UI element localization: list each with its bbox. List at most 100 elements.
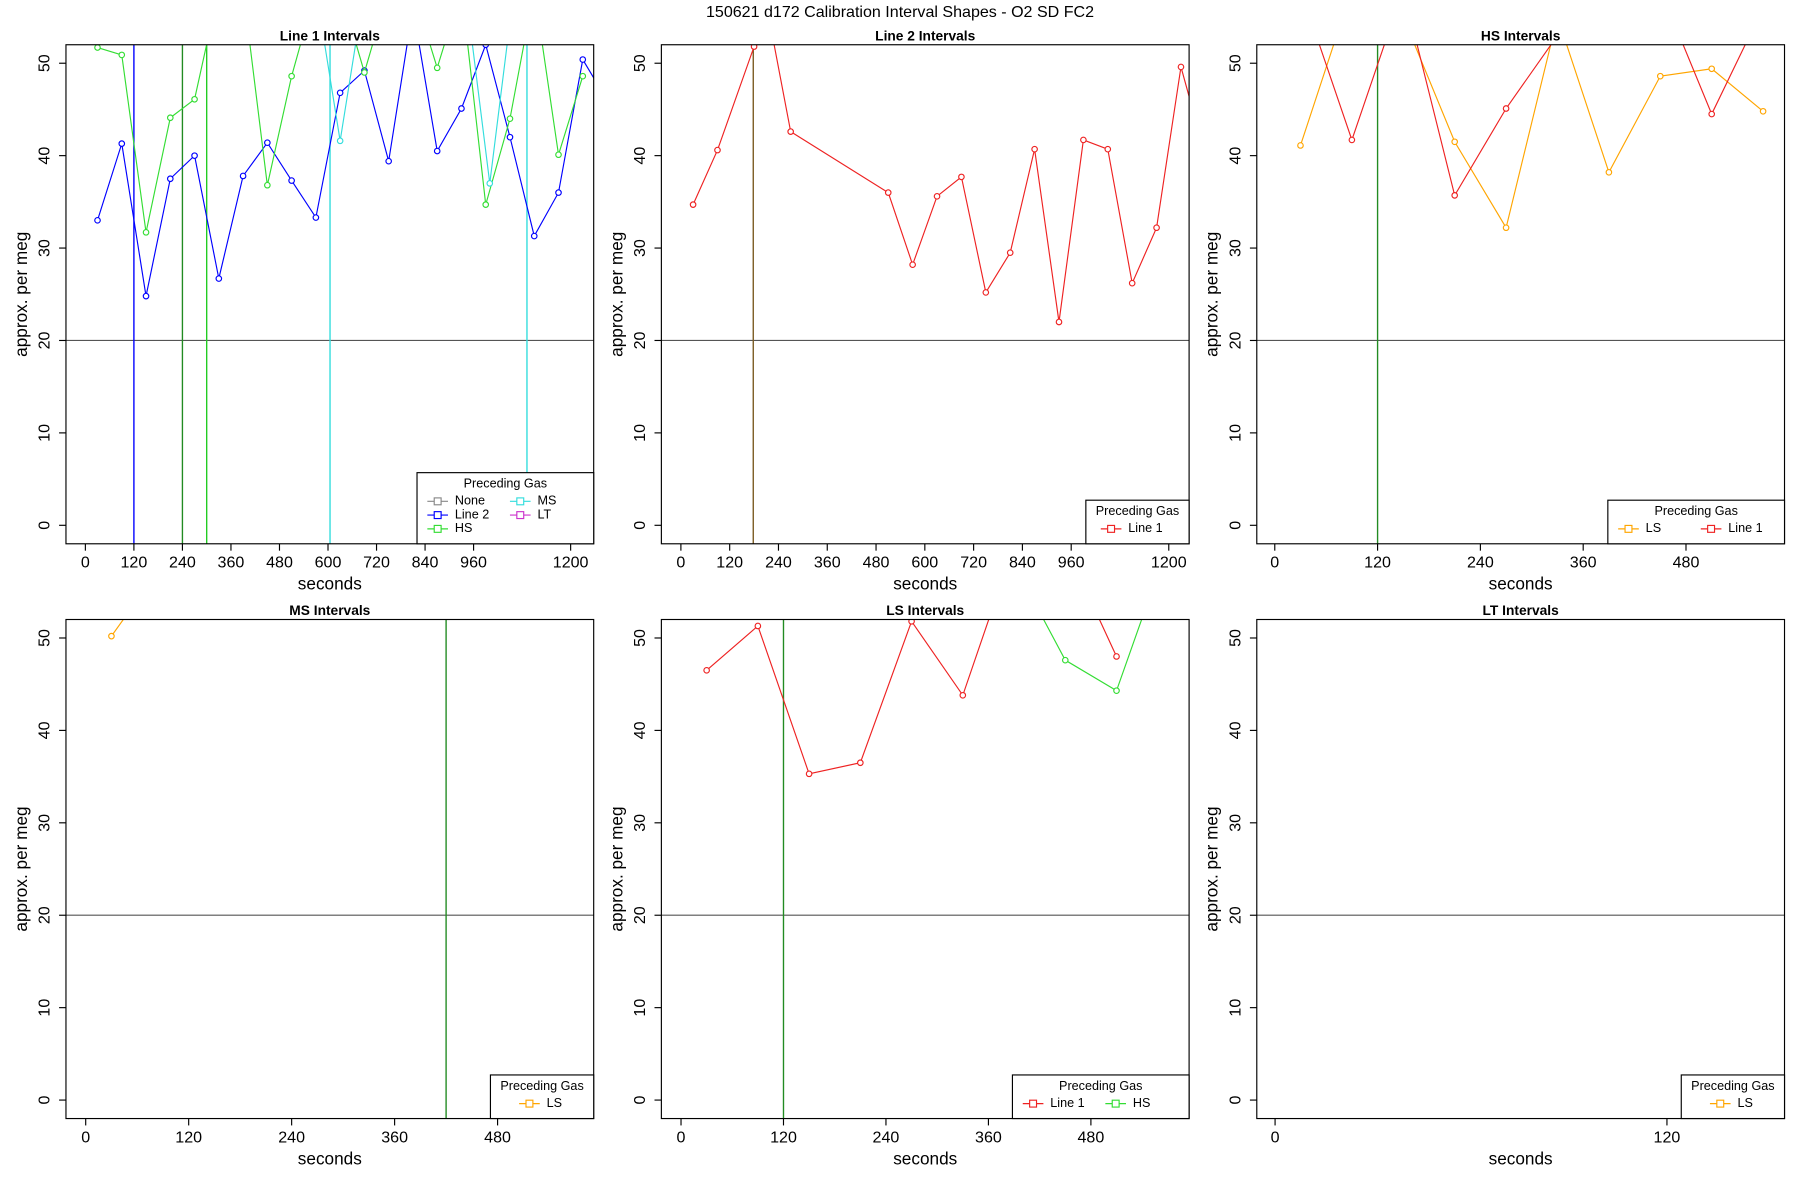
data-point <box>108 632 115 640</box>
panel-title: HS Intervals <box>1481 28 1561 43</box>
data-point <box>1708 110 1716 118</box>
data-point <box>433 147 441 155</box>
data-point <box>142 229 150 236</box>
x-tick-label: 360 <box>381 1128 408 1146</box>
legend-box <box>489 1074 595 1120</box>
y-tick-label: 50 <box>631 629 649 647</box>
x-tick-label: 360 <box>218 554 245 572</box>
data-point <box>215 275 223 282</box>
data-point <box>579 72 587 80</box>
data-point <box>579 56 587 63</box>
data-point <box>909 261 916 269</box>
series-line <box>97 44 584 233</box>
legend-swatch <box>433 524 442 533</box>
data-point <box>312 214 320 221</box>
panel-title: Line 1 Intervals <box>280 28 380 43</box>
panel: MS Intervals 0 120 240 360 480 0 10 20 30 40 50 seco… <box>11 603 595 1168</box>
legend-title: Preceding Gas <box>1059 1079 1142 1093</box>
data-point <box>1203 153 1209 159</box>
x-tick-label: 480 <box>863 554 890 572</box>
panel-title: MS Intervals <box>289 603 370 618</box>
legend-swatch <box>1111 1099 1120 1108</box>
x-axis-label: seconds <box>298 574 362 594</box>
series-line <box>1042 619 1143 692</box>
y-tick-label: 50 <box>1226 629 1244 647</box>
data-point <box>94 44 101 51</box>
data-point <box>805 770 813 778</box>
data-point <box>908 619 915 625</box>
series-line <box>96 44 594 297</box>
x-axis-label: seconds <box>893 1148 957 1168</box>
data-point <box>884 189 892 196</box>
x-tick-label: 720 <box>363 554 390 572</box>
x-tick-label: 600 <box>911 554 938 572</box>
y-tick-label: 30 <box>631 239 649 257</box>
x-tick-label: 120 <box>770 1128 797 1146</box>
x-tick-label: 120 <box>1364 554 1391 572</box>
data-point <box>1113 687 1120 694</box>
x-tick-label: 480 <box>484 1128 511 1146</box>
data-point <box>94 217 101 224</box>
data-point <box>1153 224 1160 232</box>
data-point <box>1128 279 1136 287</box>
y-tick-label: 20 <box>631 906 649 924</box>
data-point <box>555 189 562 196</box>
data-point <box>264 139 271 147</box>
data-point <box>1656 72 1664 80</box>
legend-label: Line 2 <box>455 507 489 521</box>
legend-label: HS <box>455 521 473 535</box>
legend-swatch <box>516 511 525 520</box>
legend-swatch <box>516 497 525 506</box>
data-point <box>1061 656 1069 664</box>
x-tick-label: 0 <box>677 1128 686 1146</box>
y-tick-label: 0 <box>1226 521 1244 530</box>
y-tick-label: 40 <box>1226 721 1244 739</box>
data-point <box>857 759 864 767</box>
x-tick-label: 720 <box>960 554 987 572</box>
y-tick-label: 50 <box>631 54 649 72</box>
x-tick-label: 1200 <box>1151 554 1187 572</box>
x-tick-label: 120 <box>175 1128 202 1146</box>
data-point <box>1348 136 1356 144</box>
x-tick-label: 960 <box>460 554 487 572</box>
data-point <box>410 5 416 11</box>
x-tick-label: 0 <box>1271 1128 1280 1146</box>
plot-frame <box>660 44 1190 545</box>
y-axis-label: approx. per meg <box>1202 806 1222 931</box>
data-point <box>982 289 990 296</box>
legend-label: Line 1 <box>1128 521 1162 535</box>
plot-area <box>1256 5 1785 544</box>
series-line <box>110 619 125 637</box>
x-tick-label: 360 <box>1570 554 1597 572</box>
legend-box <box>1085 499 1190 545</box>
legend: Preceding Gas Line 1 HS <box>1011 1074 1190 1120</box>
x-axis-label: seconds <box>1489 1148 1553 1168</box>
data-point <box>714 146 721 154</box>
data-point <box>506 133 514 141</box>
y-tick-label: 40 <box>36 147 54 165</box>
x-tick-label: 120 <box>1654 1128 1681 1146</box>
x-tick-label: 600 <box>315 554 342 572</box>
x-tick-label: 0 <box>676 554 685 572</box>
legend: Preceding Gas LS <box>489 1074 595 1120</box>
y-tick-label: 10 <box>36 999 54 1017</box>
panel: Line 1 Intervals 0 120 240 360 480 600 720 840 96… <box>11 5 595 594</box>
data-point <box>1031 145 1038 153</box>
legend-label: None <box>455 494 485 508</box>
x-tick-label: 360 <box>975 1128 1002 1146</box>
legend-box <box>416 472 595 545</box>
data-point <box>1760 5 1766 11</box>
y-tick-label: 20 <box>1226 906 1244 924</box>
series-line <box>1299 44 1764 230</box>
data-point <box>1759 107 1767 115</box>
x-tick-label: 0 <box>81 554 90 572</box>
data-point <box>288 72 295 80</box>
data-point <box>787 128 794 135</box>
y-tick-label: 20 <box>631 331 649 349</box>
data-point <box>754 622 762 630</box>
data-point <box>1451 138 1459 146</box>
y-tick-label: 0 <box>36 521 54 530</box>
data-point <box>288 177 295 184</box>
panel: Line 2 Intervals 0 120 240 360 480 600 720 840 96… <box>606 28 1209 594</box>
